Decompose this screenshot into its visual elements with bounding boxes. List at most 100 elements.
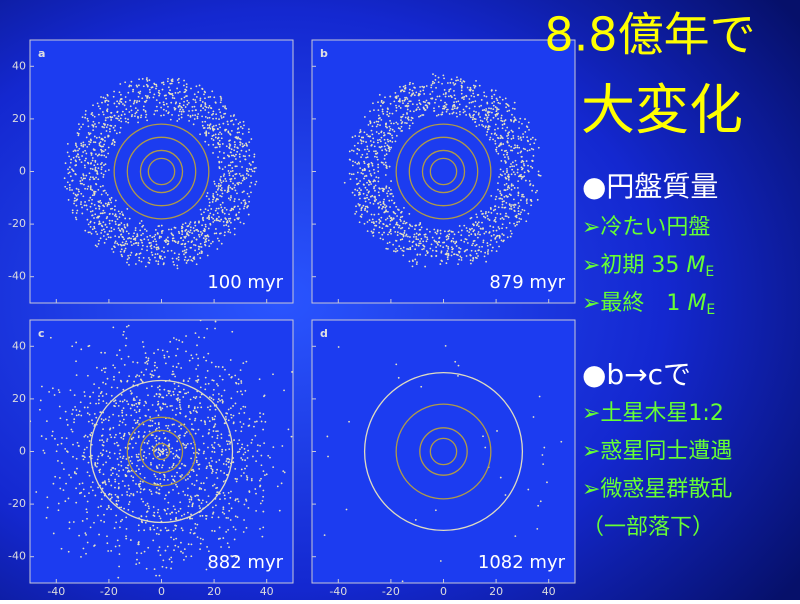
- particle: [101, 125, 104, 128]
- particle: [197, 452, 200, 455]
- particle: [76, 441, 79, 444]
- particle: [135, 375, 137, 378]
- particle: [122, 407, 125, 410]
- particle: [478, 124, 481, 126]
- particle: [388, 112, 391, 115]
- particle: [397, 95, 400, 97]
- particle: [183, 79, 185, 82]
- particle: [167, 86, 170, 89]
- particle: [157, 91, 160, 94]
- particle: [171, 447, 174, 450]
- particle: [465, 227, 468, 229]
- particle: [546, 481, 548, 484]
- particle: [154, 109, 157, 112]
- particle: [433, 82, 436, 84]
- particle: [220, 97, 223, 100]
- particle: [369, 173, 372, 175]
- particle: [146, 245, 149, 248]
- particle: [145, 567, 148, 570]
- particle: [240, 426, 243, 428]
- particle: [390, 180, 392, 182]
- particle: [93, 225, 96, 228]
- particle: [379, 220, 382, 223]
- particle: [111, 472, 114, 475]
- particle: [359, 139, 362, 141]
- particle: [211, 240, 214, 243]
- particle: [188, 110, 190, 112]
- particle: [162, 444, 165, 447]
- particle: [378, 187, 381, 190]
- particle: [137, 524, 140, 527]
- particle: [197, 248, 200, 250]
- particle: [116, 539, 119, 542]
- particle: [132, 494, 135, 497]
- particle: [171, 257, 174, 260]
- particle: [237, 383, 240, 385]
- particle: [204, 225, 207, 228]
- particle: [377, 109, 380, 112]
- particle: [110, 230, 113, 233]
- particle: [394, 230, 397, 233]
- particle: [220, 195, 223, 198]
- particle: [116, 441, 118, 444]
- particle: [223, 472, 226, 474]
- particle: [207, 143, 210, 146]
- particle: [386, 248, 389, 250]
- particle: [400, 220, 402, 222]
- particle: [479, 116, 481, 118]
- particle: [175, 257, 178, 260]
- particle: [241, 142, 244, 145]
- particle: [419, 86, 421, 88]
- particle: [176, 264, 179, 267]
- particle: [522, 195, 525, 198]
- particle: [137, 456, 140, 459]
- particle: [361, 153, 364, 156]
- particle: [114, 235, 117, 238]
- particle: [261, 535, 264, 538]
- particle: [117, 404, 120, 407]
- particle: [460, 234, 463, 237]
- particle: [392, 122, 395, 125]
- particle: [155, 465, 158, 468]
- particle: [114, 242, 116, 244]
- particle: [510, 138, 513, 140]
- particle: [457, 254, 459, 257]
- particle: [498, 236, 501, 239]
- particle: [72, 150, 75, 153]
- particle: [180, 424, 182, 426]
- particle: [198, 488, 201, 490]
- particle: [221, 399, 223, 401]
- particle: [430, 254, 433, 257]
- particle: [510, 194, 512, 197]
- y-tick-label: -40: [8, 550, 26, 563]
- particle: [217, 366, 220, 368]
- particle: [205, 237, 208, 240]
- particle: [254, 434, 257, 437]
- particle: [327, 455, 329, 458]
- particle: [166, 507, 169, 510]
- particle: [150, 86, 153, 89]
- particle: [134, 107, 137, 110]
- particle: [192, 98, 195, 101]
- particle: [372, 231, 375, 234]
- particle: [522, 133, 524, 135]
- particle: [514, 215, 517, 218]
- particle: [369, 140, 372, 142]
- particle: [189, 255, 192, 258]
- particle: [157, 448, 160, 451]
- particle: [211, 135, 214, 137]
- particle: [191, 357, 194, 360]
- particle: [188, 501, 191, 503]
- particle: [204, 97, 206, 100]
- particle: [135, 563, 138, 566]
- particle: [282, 470, 285, 472]
- particle: [217, 443, 220, 446]
- particle: [84, 116, 87, 119]
- particle: [518, 127, 520, 130]
- particle: [510, 208, 513, 210]
- particle: [136, 419, 139, 422]
- particle: [470, 116, 472, 119]
- particle: [537, 146, 540, 149]
- particle: [104, 383, 107, 385]
- particle: [171, 466, 174, 468]
